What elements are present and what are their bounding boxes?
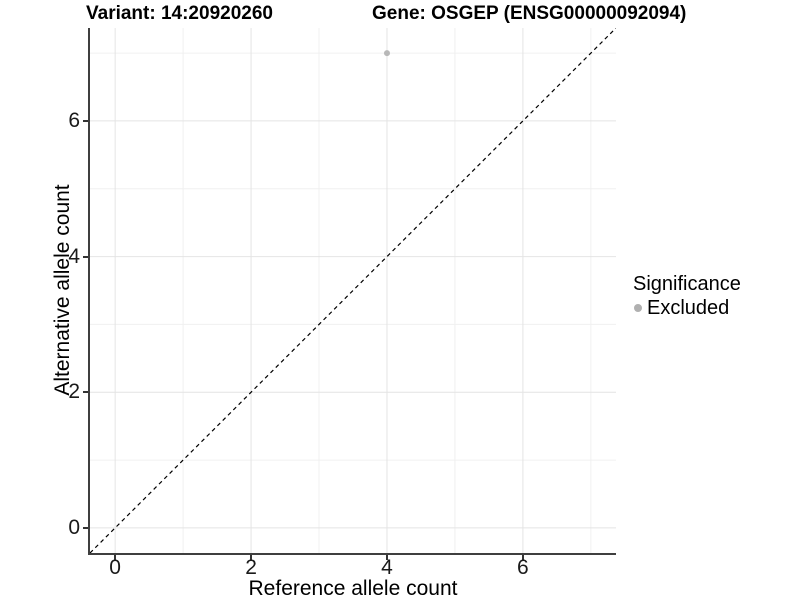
- y-tick-mark: [83, 255, 88, 258]
- legend: Significance Excluded: [633, 273, 741, 319]
- x-axis-title: Reference allele count: [248, 577, 458, 600]
- y-axis-title: Alternative allele count: [51, 184, 74, 396]
- plot-panel: [88, 28, 616, 555]
- plot-title-variant: Variant: 14:20920260: [86, 3, 273, 24]
- excluded-point-icon: [634, 304, 642, 312]
- x-tick-mark: [114, 555, 117, 560]
- y-tick-label: 6: [68, 108, 80, 132]
- x-tick-label: 4: [381, 556, 393, 579]
- plot-area: [90, 28, 616, 553]
- y-tick-mark: [83, 391, 88, 394]
- x-tick-mark: [385, 555, 388, 560]
- x-tick-mark: [521, 555, 524, 560]
- y-tick-label: 2: [68, 380, 80, 404]
- x-tick-label: 0: [109, 556, 121, 579]
- legend-item-label: Excluded: [647, 297, 730, 319]
- y-tick-label: 0: [68, 515, 80, 539]
- y-tick-mark: [83, 119, 88, 122]
- y-tick-mark: [83, 526, 88, 529]
- data-point: [383, 50, 390, 57]
- legend-title: Significance: [633, 273, 741, 295]
- y-tick-label: 4: [68, 244, 80, 268]
- x-tick-label: 6: [517, 556, 529, 579]
- x-tick-mark: [250, 555, 253, 560]
- plot-title-gene: Gene: OSGEP (ENSG00000092094): [372, 3, 687, 24]
- x-tick-label: 2: [245, 556, 257, 579]
- identity-line: [90, 28, 616, 553]
- legend-item-excluded: Excluded: [633, 297, 741, 319]
